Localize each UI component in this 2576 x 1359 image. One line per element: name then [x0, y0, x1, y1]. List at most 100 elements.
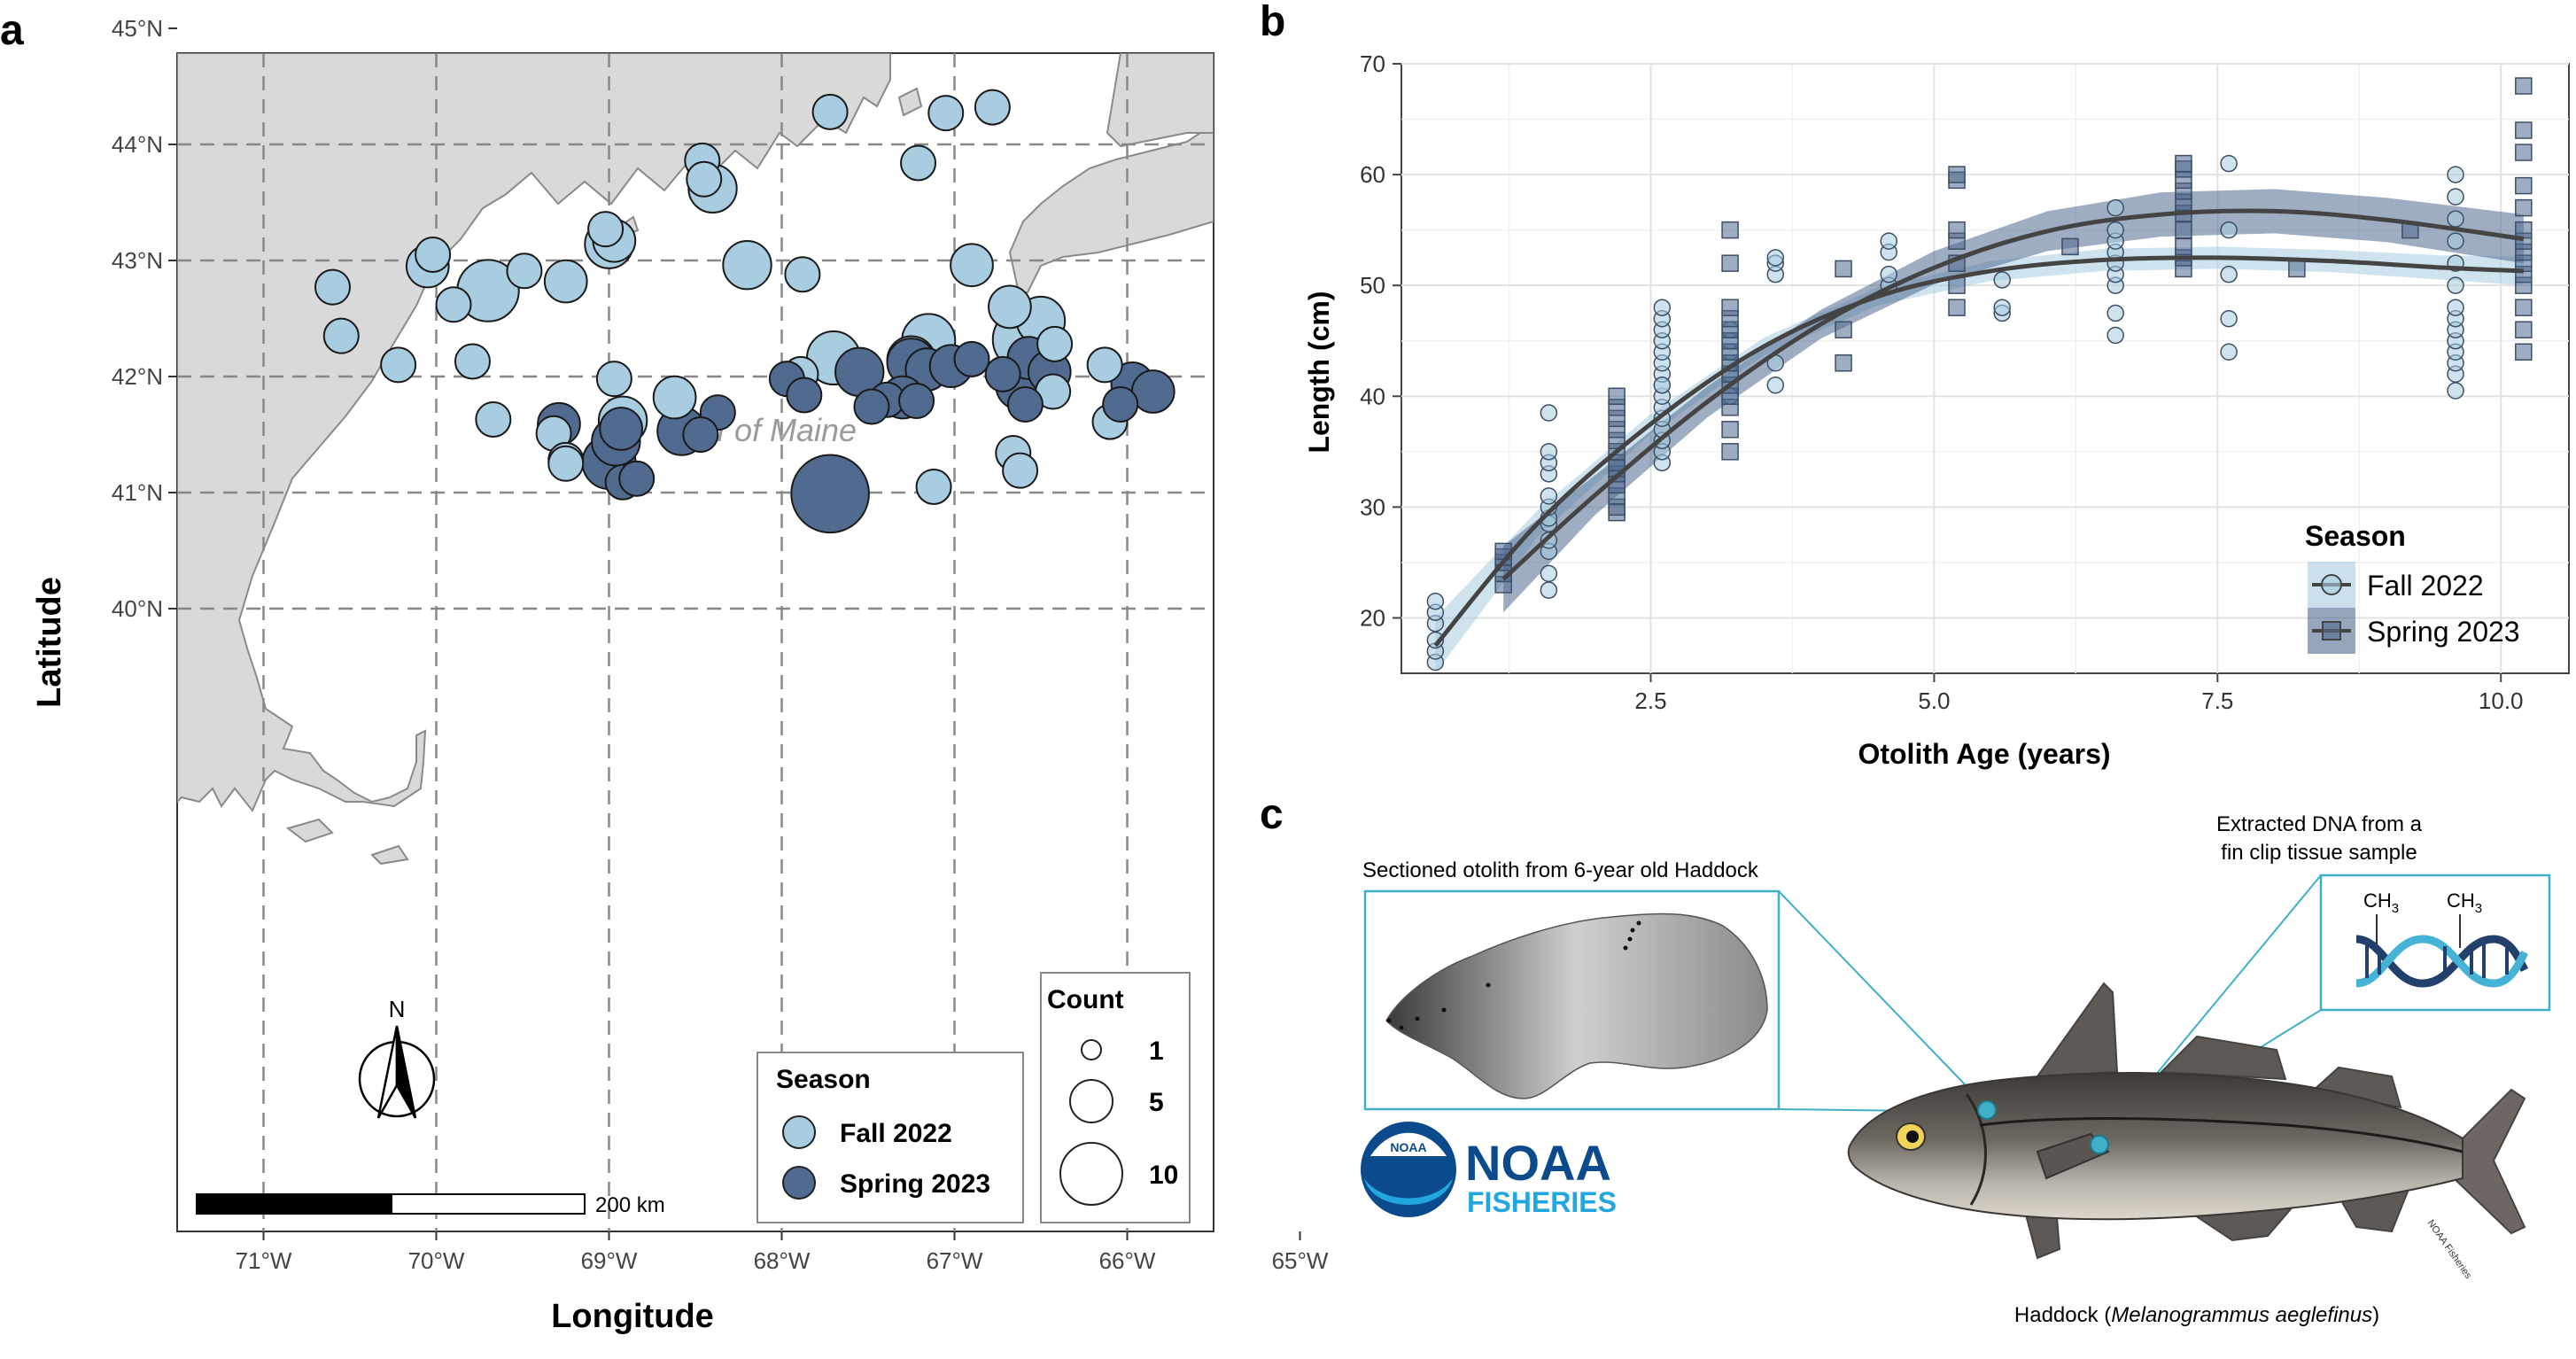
fall-data-point: [1993, 271, 2011, 289]
map-lat-tick-label: 43°N: [112, 247, 163, 274]
fish-second-dorsal-fin: [2159, 1035, 2287, 1081]
legend-count-1-label: 1: [1149, 1037, 1164, 1066]
legend-spring-label: Spring 2023: [840, 1169, 990, 1199]
spring-data-point: [1835, 260, 1852, 278]
fall-data-point: [1993, 299, 2011, 316]
chart-legend-fall-marker: [2321, 574, 2342, 595]
fall-data-point: [1653, 377, 1672, 394]
fall-data-point: [2447, 276, 2464, 294]
legend-count-5-label: 5: [1149, 1088, 1164, 1117]
map-lat-tick-label: 44°N: [112, 131, 163, 158]
fall-data-point: [1766, 249, 1785, 267]
fall-data-point: [2447, 299, 2464, 316]
dna-caption-line2: fin clip tissue sample: [2221, 841, 2417, 865]
scale-bar: 200 km: [196, 1193, 665, 1217]
chart-x-axis-title: Otolith Age (years): [1858, 738, 2110, 770]
fall-data-point: [2447, 166, 2464, 183]
spring-data-point: [2515, 299, 2533, 316]
fall-station-point: [415, 236, 452, 273]
chart-y-tick-label: 30: [1360, 493, 1385, 520]
spring-data-point: [2515, 343, 2533, 361]
chart-legend-fall-label: Fall 2022: [2367, 570, 2484, 602]
map-y-axis-title: Latitude: [31, 577, 68, 708]
spring-data-point: [1721, 421, 1739, 439]
fall-data-point: [2107, 221, 2124, 239]
fall-station-point: [454, 343, 491, 380]
map-lon-tick-label: 71°W: [236, 1247, 292, 1274]
fall-data-point: [1766, 377, 1785, 394]
spring-station-point: [599, 407, 643, 451]
fall-data-point: [1540, 564, 1558, 583]
chart-x-tick-label: 7.5: [2201, 687, 2233, 714]
fall-data-point: [2220, 221, 2238, 239]
fall-data-point: [2107, 304, 2124, 322]
fall-station-point: [547, 445, 585, 482]
noaa-logo-bird: [1370, 1132, 1447, 1156]
land-new-england: [177, 53, 891, 812]
fall-station-point: [587, 211, 625, 248]
legend-fall-label: Fall 2022: [840, 1119, 952, 1148]
spring-data-point: [2175, 237, 2192, 256]
land-layer: [177, 53, 1214, 866]
spring-data-point: [2515, 198, 2533, 217]
fall-data-point: [2447, 188, 2464, 206]
legend-season-title: Season: [776, 1065, 871, 1094]
legend-count-1-circle: [1081, 1039, 1102, 1060]
fall-station-point: [974, 89, 1011, 126]
map-lon-tick-label: 69°W: [581, 1247, 638, 1274]
spring-data-point: [1721, 221, 1739, 239]
spring-station-point: [1006, 385, 1044, 423]
chart-y-tick-label: 50: [1360, 272, 1385, 299]
chart-fit-lines: [1433, 208, 2525, 648]
fall-data-point: [2447, 232, 2464, 250]
otolith-section-image: [1385, 912, 1768, 1099]
map-legend-count: Count 1 5 10: [1040, 972, 1191, 1223]
fall-station-point: [595, 361, 632, 398]
legend-fall-swatch: [782, 1115, 816, 1149]
fall-station-point: [506, 252, 543, 290]
map-lon-tick-label: 67°W: [927, 1247, 983, 1274]
station-points: [314, 89, 1175, 534]
dna-helix-icon: [2355, 935, 2529, 988]
chart-legend-title: Season: [2305, 520, 2406, 552]
fall-station-point: [475, 400, 512, 438]
legend-spring-swatch: [782, 1166, 816, 1200]
fall-station-point: [988, 284, 1032, 330]
dna-caption-line1: Extracted DNA from a: [2216, 812, 2423, 836]
otolith-caption: Sectioned otolith from 6-year old Haddoc…: [1362, 858, 1759, 882]
fall-fit-line: [1433, 255, 2524, 648]
fall-station-point: [915, 468, 952, 505]
fall-station-point: [543, 259, 588, 304]
fall-data-point: [2107, 326, 2124, 345]
land-islands-3: [370, 844, 409, 866]
land-nova-scotia: [1008, 122, 1214, 293]
fisheries-wordmark: FISHERIES: [1467, 1186, 1617, 1218]
fall-data-point: [2447, 382, 2464, 400]
fish-pupil: [1906, 1130, 1919, 1143]
scale-bar-dark: [196, 1193, 392, 1215]
land-islands-1: [897, 87, 923, 117]
otolith-connector-top: [1778, 890, 1988, 1108]
noaa-logo-inner-text: NOAA: [1390, 1140, 1426, 1154]
spring-data-point: [2515, 176, 2533, 195]
fall-data-point: [1540, 443, 1558, 461]
map-lon-tick-label: 70°W: [408, 1247, 465, 1274]
panel-label-a: a: [0, 7, 24, 54]
spring-data-point: [2061, 237, 2079, 256]
fish-lateral-line: [1979, 1116, 2463, 1153]
spring-data-point: [1948, 221, 1966, 239]
scale-bar-light: [391, 1193, 586, 1215]
fall-station-point: [722, 240, 772, 291]
map-lat-tick-label: 40°N: [112, 595, 163, 622]
fish-first-dorsal-fin: [2035, 982, 2119, 1078]
chart-x-tick-label: 5.0: [1918, 687, 1950, 714]
methyl-label-right: CH3: [2447, 889, 2482, 916]
chart-y-axis-title: Length (cm): [1303, 291, 1335, 453]
map-lat-tick-label: 42°N: [112, 363, 163, 390]
noaa-logo-wave: [1364, 1178, 1453, 1205]
map-lon-tick-label: 66°W: [1099, 1247, 1156, 1274]
spring-station-point: [953, 340, 990, 377]
spring-data-point: [1721, 299, 1739, 316]
chart-x-tick-label: 2.5: [1634, 687, 1666, 714]
